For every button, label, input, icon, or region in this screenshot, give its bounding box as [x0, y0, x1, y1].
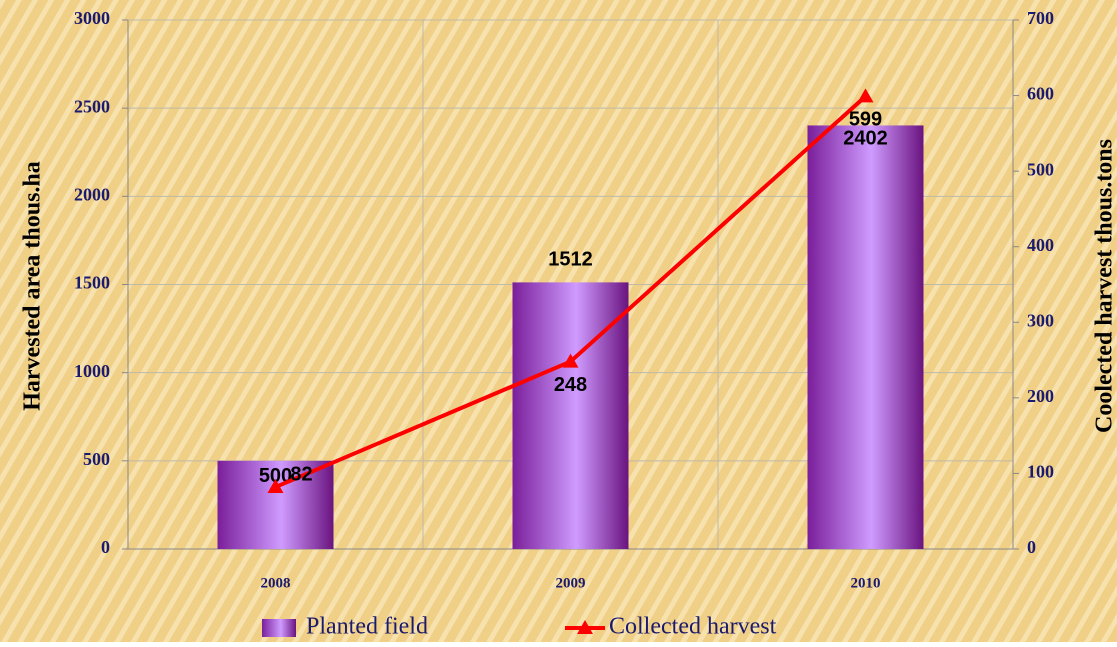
- y-tick-label: 2000: [74, 184, 110, 204]
- y-tick-label: 0: [101, 537, 110, 557]
- x-tick-label: 2008: [261, 575, 291, 591]
- legend-label: Planted field: [306, 614, 428, 640]
- y2-tick-label: 0: [1027, 537, 1036, 557]
- y2-axis-title: Coolected harvest thous.tons: [1092, 139, 1117, 433]
- bar: [513, 282, 629, 549]
- y-tick-label: 1000: [74, 361, 110, 381]
- y2-tick-label: 500: [1027, 159, 1054, 179]
- legend-swatch: [262, 619, 296, 637]
- x-tick-label: 2010: [851, 575, 881, 591]
- y-tick-label: 500: [83, 449, 110, 469]
- y-tick-label: 1500: [74, 273, 110, 293]
- x-tick-label: 2009: [556, 575, 586, 591]
- y2-tick-label: 200: [1027, 386, 1054, 406]
- y-axis-title: Harvested area thous.ha: [20, 161, 46, 411]
- bar: [808, 125, 924, 549]
- data-label: 82: [290, 463, 312, 485]
- y2-tick-label: 300: [1027, 310, 1054, 330]
- y2-tick-label: 700: [1027, 8, 1054, 28]
- data-label: 1512: [548, 249, 593, 271]
- y2-tick-label: 100: [1027, 462, 1054, 482]
- data-label: 248: [554, 374, 587, 396]
- data-label: 2402: [843, 128, 888, 150]
- y-tick-label: 3000: [74, 8, 110, 28]
- y-tick-label: 2500: [74, 96, 110, 116]
- y2-tick-label: 600: [1027, 84, 1054, 104]
- legend-label: Collected harvest: [609, 614, 777, 640]
- y2-tick-label: 400: [1027, 235, 1054, 255]
- data-label: 599: [849, 109, 882, 131]
